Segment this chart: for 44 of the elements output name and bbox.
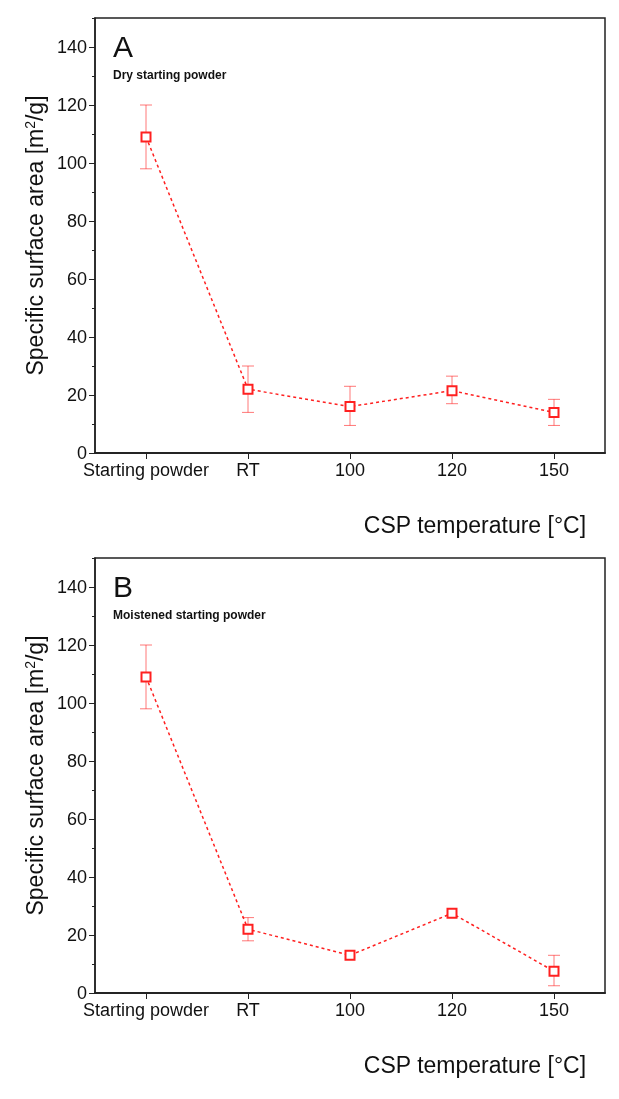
text: Dry starting powder <box>113 68 227 82</box>
point <box>140 131 152 143</box>
x-tick-label: Starting powder <box>82 460 210 480</box>
y-tick-label: 140 <box>56 37 87 57</box>
point <box>446 907 458 919</box>
point <box>242 383 254 395</box>
y-tick-label: 40 <box>66 867 87 887</box>
x-tick-label: RT <box>236 1000 260 1020</box>
x-tick-label: 120 <box>436 1000 468 1020</box>
y-tick-label: 60 <box>66 809 87 829</box>
y-tick-label: 80 <box>66 751 87 771</box>
chart-title: A <box>113 29 134 63</box>
point <box>242 923 254 935</box>
x-axis-title: CSP temperature [°C] <box>363 1051 587 1078</box>
y-tick-label: 20 <box>66 925 87 945</box>
y-tick-label: 100 <box>56 693 87 713</box>
y-tick-label: 120 <box>56 635 87 655</box>
y-tick-label: 100 <box>56 153 87 173</box>
y-tick-label: 20 <box>66 385 87 405</box>
y-axis-title: Specific surface area [m2/g] <box>21 95 48 376</box>
x-tick-label: Starting powder <box>82 1000 210 1020</box>
x-tick-label: 150 <box>538 1000 570 1020</box>
x-tick-label: 100 <box>334 1000 366 1020</box>
point <box>446 385 458 397</box>
y-tick-label: 0 <box>76 443 87 463</box>
point <box>344 401 356 413</box>
y-tick-label: 80 <box>66 211 87 231</box>
y-tick-label: 140 <box>56 577 87 597</box>
chart-title: B <box>113 569 134 603</box>
x-axis-title: CSP temperature [°C] <box>363 511 587 538</box>
y-tick-label: 0 <box>76 983 87 1003</box>
x-tick-label: RT <box>236 460 260 480</box>
x-tick-label: 120 <box>436 460 468 480</box>
y-tick-label: 40 <box>66 327 87 347</box>
point <box>548 406 560 418</box>
x-tick-label: 150 <box>538 460 570 480</box>
point <box>548 965 560 977</box>
y-axis-title: Specific surface area [m2/g] <box>21 635 48 916</box>
text: Moistened starting powder <box>113 608 267 622</box>
point <box>140 671 152 683</box>
point <box>344 949 356 961</box>
x-tick-label: 100 <box>334 460 366 480</box>
y-tick-label: 120 <box>56 95 87 115</box>
y-tick-label: 60 <box>66 269 87 289</box>
